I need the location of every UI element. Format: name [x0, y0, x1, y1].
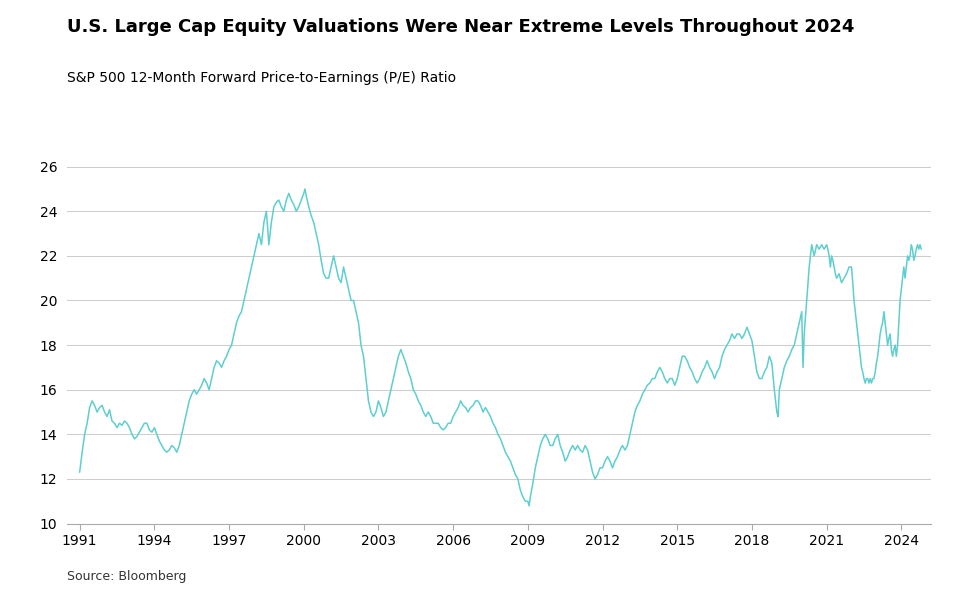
Text: Source: Bloomberg: Source: Bloomberg [67, 570, 186, 583]
Text: S&P 500 12-Month Forward Price-to-Earnings (P/E) Ratio: S&P 500 12-Month Forward Price-to-Earnin… [67, 71, 456, 86]
Text: U.S. Large Cap Equity Valuations Were Near Extreme Levels Throughout 2024: U.S. Large Cap Equity Valuations Were Ne… [67, 18, 854, 36]
